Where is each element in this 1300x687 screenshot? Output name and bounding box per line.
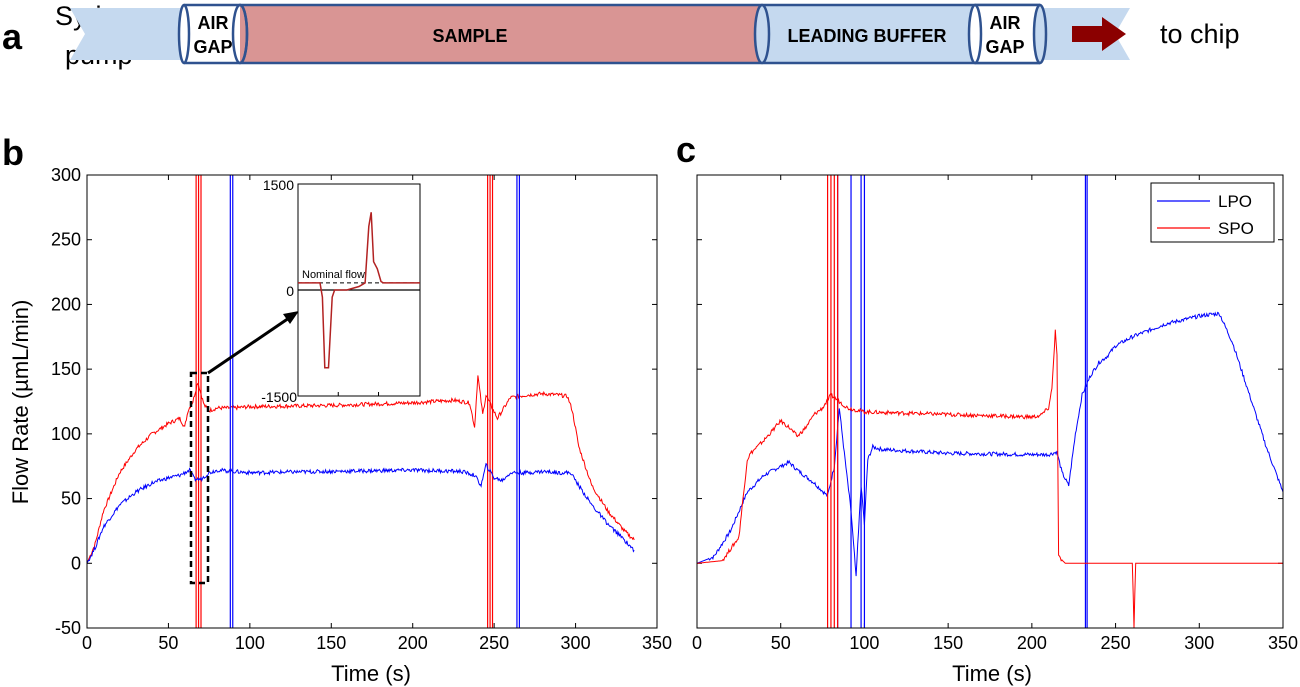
panel-b-axes-box bbox=[86, 174, 658, 629]
air-gap-right bbox=[975, 5, 1040, 63]
air-gap-right-cap bbox=[1032, 3, 1048, 65]
panel-b-ticks: 0 50 100 150 200 250 300 350-500501001502002503… bbox=[51, 165, 672, 653]
to-chip-label: to chip bbox=[1160, 19, 1240, 49]
panel-c-plot-area bbox=[697, 175, 1283, 628]
panel-b-inset: 1500 0 -1500 Nominal flow bbox=[261, 177, 421, 405]
panel-a: a Syringe pump AIR GAP SAMPLE LEADING BU… bbox=[2, 1, 1240, 70]
panel-b-series-2-line bbox=[87, 462, 635, 564]
panel-letter-b: b bbox=[2, 132, 24, 173]
sample-label: SAMPLE bbox=[432, 26, 507, 46]
panel-c-lpo-line bbox=[697, 311, 1283, 577]
panel-b-plot-area bbox=[87, 175, 635, 628]
inset-ytick-zero: 0 bbox=[286, 283, 294, 299]
panel-b: b Flow Rate (µmL/min) Time (s) 0 50 100 150… bbox=[2, 132, 672, 686]
inset-ytick-top: 1500 bbox=[263, 177, 294, 193]
panel-c-spo-line bbox=[697, 329, 1283, 628]
ytick-label: 50 bbox=[61, 489, 81, 509]
xtick-label: 300 bbox=[1184, 633, 1214, 653]
air-gap-left-cap bbox=[177, 3, 191, 65]
xtick-label: 200 bbox=[1017, 633, 1047, 653]
legend-label-spo: SPO bbox=[1218, 219, 1254, 238]
ytick-label: 300 bbox=[51, 165, 81, 185]
air-gap-right-label-1: AIR bbox=[990, 13, 1021, 33]
xtick-label: 100 bbox=[235, 633, 265, 653]
panel-letter-c: c bbox=[676, 129, 696, 170]
xtick-label: 200 bbox=[398, 633, 428, 653]
panel-b-zoom-box bbox=[189, 371, 210, 585]
panel-c: c Time (s) 0 50 100 150 200 250 300 350 LPO SPO bbox=[676, 129, 1298, 686]
air-gap-left bbox=[184, 5, 240, 63]
xtick-label: 350 bbox=[642, 633, 672, 653]
panel-letter-a: a bbox=[2, 16, 23, 57]
ytick-label: 250 bbox=[51, 230, 81, 250]
xtick-label: 250 bbox=[479, 633, 509, 653]
ytick-label: -50 bbox=[55, 618, 81, 638]
panel-b-ylabel: Flow Rate (µmL/min) bbox=[8, 300, 33, 505]
xtick-label: 50 bbox=[771, 633, 791, 653]
panel-b-xlabel: Time (s) bbox=[331, 661, 411, 686]
panel-b-series-1-line bbox=[87, 375, 635, 564]
air-gap-left-label-2: GAP bbox=[193, 37, 232, 57]
legend-box bbox=[1150, 182, 1275, 243]
inset-plot-area bbox=[298, 212, 420, 396]
panel-c-axes-box bbox=[696, 174, 1284, 629]
xtick-label: 250 bbox=[1101, 633, 1131, 653]
legend-label-lpo: LPO bbox=[1218, 192, 1252, 211]
ytick-label: 150 bbox=[51, 359, 81, 379]
xtick-label: 150 bbox=[316, 633, 346, 653]
zoom-arrow-head-icon bbox=[283, 311, 299, 324]
sample-segment bbox=[240, 5, 762, 63]
ytick-label: 0 bbox=[71, 553, 81, 573]
ytick-label: 200 bbox=[51, 294, 81, 314]
air-gap-left-label-1: AIR bbox=[198, 13, 229, 33]
flow-arrow-icon bbox=[1072, 17, 1126, 51]
xtick-label: 300 bbox=[561, 633, 591, 653]
xtick-label: 150 bbox=[933, 633, 963, 653]
inset-nominal-flow-label: Nominal flow bbox=[302, 269, 365, 281]
xtick-label: 350 bbox=[1268, 633, 1298, 653]
panel-b-zoom-arrow bbox=[207, 316, 290, 375]
inset-ytick-bottom: -1500 bbox=[261, 389, 297, 405]
xtick-label: 100 bbox=[849, 633, 879, 653]
air-gap-right-label-2: GAP bbox=[985, 37, 1024, 57]
xtick-label: 0 bbox=[692, 633, 702, 653]
inset-flow-line bbox=[298, 212, 420, 369]
air-gap-right-cap-left bbox=[967, 3, 983, 65]
xtick-label: 0 bbox=[82, 633, 92, 653]
panel-c-legend: LPO SPO bbox=[1150, 182, 1275, 243]
buffer-meniscus-left bbox=[753, 3, 771, 65]
xtick-label: 50 bbox=[158, 633, 178, 653]
leading-buffer-label: LEADING BUFFER bbox=[788, 26, 947, 46]
panel-c-xlabel: Time (s) bbox=[952, 661, 1032, 686]
ytick-label: 100 bbox=[51, 424, 81, 444]
